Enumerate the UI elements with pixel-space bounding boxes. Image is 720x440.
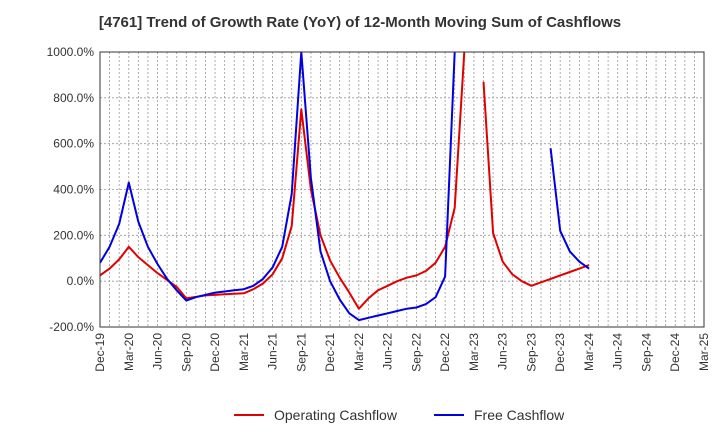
x-tick-label: Mar-20	[122, 333, 136, 371]
x-tick-label: Mar-22	[352, 333, 366, 371]
x-tick-label: Dec-22	[438, 333, 452, 372]
x-tick-label: Mar-24	[582, 333, 596, 371]
x-tick-label: Jun-24	[611, 333, 625, 370]
x-tick-label: Sep-22	[409, 333, 423, 372]
legend-label-free-cashflow: Free Cashflow	[474, 407, 565, 423]
y-tick-label: -200.0%	[49, 320, 94, 334]
x-tick-label: Mar-25	[697, 333, 711, 371]
free-cashflow-line	[100, 52, 456, 322]
free-cashflow-swatch	[434, 414, 464, 416]
x-tick-label: Sep-20	[179, 333, 193, 372]
operating-cashflow-line	[482, 81, 590, 287]
y-tick-label: 800.0%	[53, 91, 94, 105]
x-tick-label: Dec-21	[323, 333, 337, 372]
y-tick-label: 0.0%	[67, 274, 95, 288]
x-tick-label: Mar-23	[467, 333, 481, 371]
plot-border	[99, 51, 705, 328]
legend-label-operating-cashflow: Operating Cashflow	[274, 407, 397, 423]
x-tick-label: Dec-19	[93, 333, 107, 372]
y-tick-label: 200.0%	[53, 228, 94, 242]
legend-item-free-cashflow: Free Cashflow	[434, 405, 564, 425]
operating-cashflow-line	[100, 52, 466, 310]
x-tick-label: Dec-20	[208, 333, 222, 372]
x-tick-label: Jun-22	[381, 333, 395, 370]
x-tick-label: Sep-24	[639, 333, 653, 372]
y-tick-label: 400.0%	[53, 183, 94, 197]
x-tick-label: Sep-23	[524, 333, 538, 372]
chart-title: [4761] Trend of Growth Rate (YoY) of 12-…	[98, 14, 622, 31]
free-cashflow-line	[549, 148, 590, 270]
x-tick-label: Dec-23	[553, 333, 567, 372]
y-tick-label: 1000.0%	[47, 45, 95, 59]
x-tick-label: Jun-23	[496, 333, 510, 370]
legend-item-operating-cashflow: Operating Cashflow	[234, 405, 397, 425]
x-tick-label: Mar-21	[237, 333, 251, 371]
x-tick-label: Sep-21	[294, 333, 308, 372]
x-tick-label: Jun-20	[151, 333, 165, 370]
x-tick-label: Jun-21	[266, 333, 280, 370]
x-tick-label: Dec-24	[668, 333, 682, 372]
operating-cashflow-swatch	[234, 414, 264, 416]
y-tick-label: 600.0%	[53, 137, 94, 151]
